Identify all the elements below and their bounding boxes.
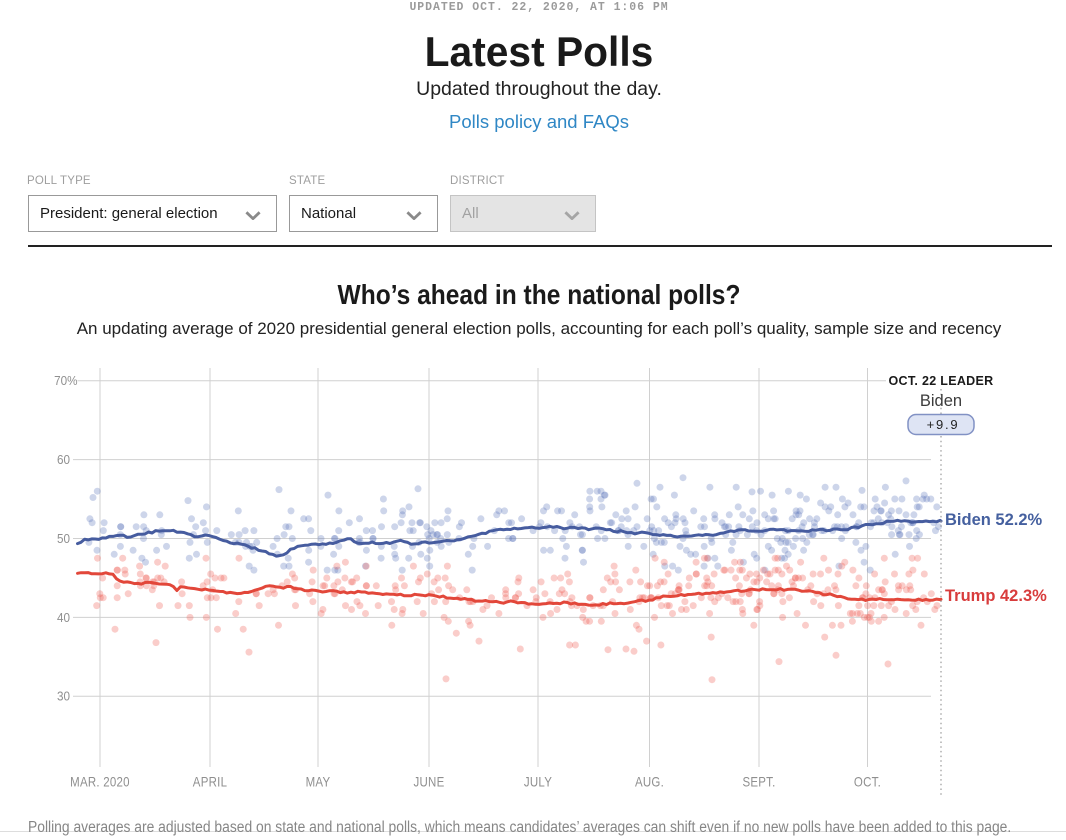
svg-text:APRIL: APRIL <box>193 774 227 790</box>
svg-text:70%: 70% <box>54 374 77 389</box>
svg-text:60: 60 <box>57 452 70 467</box>
svg-text:JUNE: JUNE <box>414 774 445 790</box>
svg-text:30: 30 <box>57 689 70 704</box>
svg-text:MAY: MAY <box>306 774 331 790</box>
svg-text:40: 40 <box>57 610 70 625</box>
svg-text:Biden 52.2%: Biden 52.2% <box>945 511 1043 529</box>
svg-text:MAR. 2020: MAR. 2020 <box>70 774 130 790</box>
svg-text:SEPT.: SEPT. <box>742 774 775 790</box>
svg-text:Biden: Biden <box>920 392 962 410</box>
svg-text:JULY: JULY <box>524 774 552 790</box>
svg-text:OCT. 22 LEADER: OCT. 22 LEADER <box>889 374 994 388</box>
svg-text:Trump 42.3%: Trump 42.3% <box>945 587 1047 605</box>
svg-text:+9.9: +9.9 <box>927 417 960 432</box>
svg-text:AUG.: AUG. <box>635 774 664 790</box>
svg-text:OCT.: OCT. <box>854 774 881 790</box>
svg-text:50: 50 <box>57 531 70 546</box>
